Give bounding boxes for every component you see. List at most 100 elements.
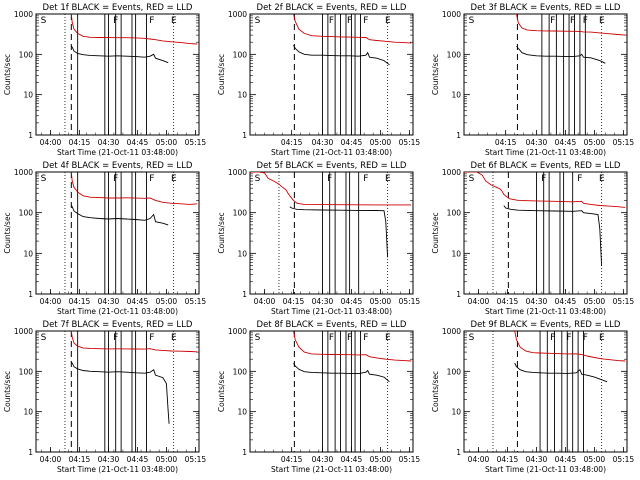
x-tick-label: 05:00 bbox=[156, 138, 178, 147]
x-tick-label: 04:45 bbox=[127, 455, 149, 464]
y-tick-label: 10 bbox=[237, 408, 247, 417]
y-tick-label: 10 bbox=[451, 249, 461, 258]
series-line-events bbox=[503, 205, 603, 266]
series-line-lld bbox=[464, 172, 626, 208]
x-tick-label: 05:00 bbox=[584, 297, 606, 306]
series-line-events bbox=[514, 362, 608, 383]
plot-frame bbox=[35, 171, 200, 295]
x-tick-label: 04:00 bbox=[40, 455, 62, 464]
panel-title: Det 7f BLACK = Events, RED = LLD bbox=[43, 320, 193, 330]
y-axis-label: Counts/sec bbox=[3, 54, 12, 95]
x-tick-label: 05:15 bbox=[185, 297, 207, 306]
x-tick-label: 05:00 bbox=[584, 138, 606, 147]
y-tick-label: 1 bbox=[456, 131, 461, 140]
x-tick-label: 04:15 bbox=[69, 455, 91, 464]
series-line-lld bbox=[293, 331, 412, 362]
y-tick-label: 100 bbox=[233, 209, 248, 218]
interval-marker-label: E bbox=[599, 333, 605, 343]
x-tick-label: 04:30 bbox=[526, 455, 548, 464]
x-tick-label: 04:15 bbox=[281, 138, 303, 147]
plot-frame bbox=[249, 171, 414, 295]
plot-frame bbox=[35, 330, 200, 453]
x-tick-label: 05:15 bbox=[613, 455, 635, 464]
interval-marker-label: E bbox=[171, 174, 177, 184]
y-axis-label: Counts/sec bbox=[217, 54, 226, 95]
y-tick-label: 1000 bbox=[14, 327, 33, 336]
series-line-events bbox=[289, 206, 389, 258]
y-tick-label: 1 bbox=[28, 290, 33, 299]
x-tick-label: 05:15 bbox=[613, 297, 635, 306]
y-tick-label: 10 bbox=[237, 91, 247, 100]
x-tick-label: 04:15 bbox=[497, 455, 519, 464]
interval-marker-label: E bbox=[599, 16, 605, 26]
interval-marker-label: S bbox=[255, 16, 261, 26]
interval-marker-label: F bbox=[113, 16, 118, 26]
interval-marker-label: F bbox=[329, 16, 334, 26]
y-tick-label: 100 bbox=[19, 367, 34, 376]
interval-marker-label: F bbox=[149, 174, 154, 184]
y-tick-label: 1 bbox=[28, 448, 33, 457]
x-tick-label: 05:15 bbox=[399, 455, 421, 464]
x-tick-label: 05:00 bbox=[156, 455, 178, 464]
y-tick-label: 1000 bbox=[228, 327, 247, 336]
interval-marker-label: F bbox=[550, 333, 555, 343]
x-tick-label: 04:45 bbox=[555, 297, 577, 306]
y-tick-label: 1 bbox=[456, 448, 461, 457]
interval-marker-label: F bbox=[363, 16, 368, 26]
y-tick-label: 1 bbox=[242, 448, 247, 457]
interval-marker-label: F bbox=[113, 174, 118, 184]
detector-panel-2: Det 2f BLACK = Events, RED = LLD 1 10 100 10… bbox=[217, 3, 420, 157]
panel-title: Det 9f BLACK = Events, RED = LLD bbox=[471, 320, 621, 330]
interval-marker-label: S bbox=[41, 174, 47, 184]
x-tick-label: 04:15 bbox=[69, 297, 91, 306]
interval-marker-label: S bbox=[41, 333, 47, 343]
y-tick-label: 10 bbox=[451, 91, 461, 100]
interval-marker-label: F bbox=[583, 333, 588, 343]
x-axis-start-time: Start Time (21-Oct-11 03:48:00) bbox=[57, 465, 178, 474]
y-tick-label: 100 bbox=[447, 209, 462, 218]
x-axis-start-time: Start Time (21-Oct-11 03:48:00) bbox=[485, 307, 606, 316]
x-axis-start-time: Start Time (21-Oct-11 03:48:00) bbox=[57, 307, 178, 316]
x-axis-start-time: Start Time (21-Oct-11 03:48:00) bbox=[485, 465, 606, 474]
x-tick-label: 05:00 bbox=[584, 455, 606, 464]
interval-marker-label: S bbox=[469, 333, 475, 343]
x-tick-label: 04:15 bbox=[283, 297, 305, 306]
series-line-events bbox=[293, 44, 390, 66]
y-tick-label: 1000 bbox=[14, 10, 33, 19]
x-axis-start-time: Start Time (21-Oct-11 03:48:00) bbox=[57, 148, 178, 157]
x-tick-label: 04:30 bbox=[312, 455, 334, 464]
x-tick-label: 04:00 bbox=[40, 138, 62, 147]
y-axis-label: Counts/sec bbox=[217, 212, 226, 253]
x-tick-label: 04:30 bbox=[98, 297, 120, 306]
interval-marker-label: S bbox=[255, 174, 261, 184]
x-axis-start-time: Start Time (21-Oct-11 03:48:00) bbox=[271, 307, 392, 316]
interval-marker-label: E bbox=[385, 16, 391, 26]
x-tick-label: 04:00 bbox=[254, 297, 276, 306]
x-tick-label: 04:30 bbox=[98, 455, 120, 464]
detector-panel-9: Det 9f BLACK = Events, RED = LLD 1 10 100 10… bbox=[431, 320, 634, 474]
panel-title: Det 2f BLACK = Events, RED = LLD bbox=[257, 3, 407, 13]
interval-marker-label: S bbox=[255, 333, 261, 343]
x-tick-label: 05:15 bbox=[185, 138, 207, 147]
interval-marker-label: E bbox=[171, 16, 177, 26]
panel-title: Det 3f BLACK = Events, RED = LLD bbox=[471, 3, 621, 13]
interval-marker-label: S bbox=[469, 174, 475, 184]
interval-marker-label: F bbox=[347, 333, 352, 343]
panel-title: Det 6f BLACK = Events, RED = LLD bbox=[471, 161, 621, 171]
x-tick-label: 05:15 bbox=[399, 297, 421, 306]
interval-marker-label: F bbox=[327, 174, 332, 184]
x-tick-label: 04:30 bbox=[312, 138, 334, 147]
plot-frame bbox=[463, 330, 628, 453]
interval-marker-label: E bbox=[171, 333, 177, 343]
panel-title: Det 5f BLACK = Events, RED = LLD bbox=[257, 161, 407, 171]
interval-marker-label: F bbox=[113, 333, 118, 343]
y-tick-label: 10 bbox=[23, 408, 33, 417]
interval-marker-label: F bbox=[550, 16, 555, 26]
y-tick-label: 1000 bbox=[228, 168, 247, 177]
interval-marker-label: F bbox=[149, 333, 154, 343]
interval-marker-label: F bbox=[363, 333, 368, 343]
y-tick-label: 1000 bbox=[228, 10, 247, 19]
y-tick-label: 100 bbox=[233, 50, 248, 59]
x-tick-label: 04:45 bbox=[127, 297, 149, 306]
